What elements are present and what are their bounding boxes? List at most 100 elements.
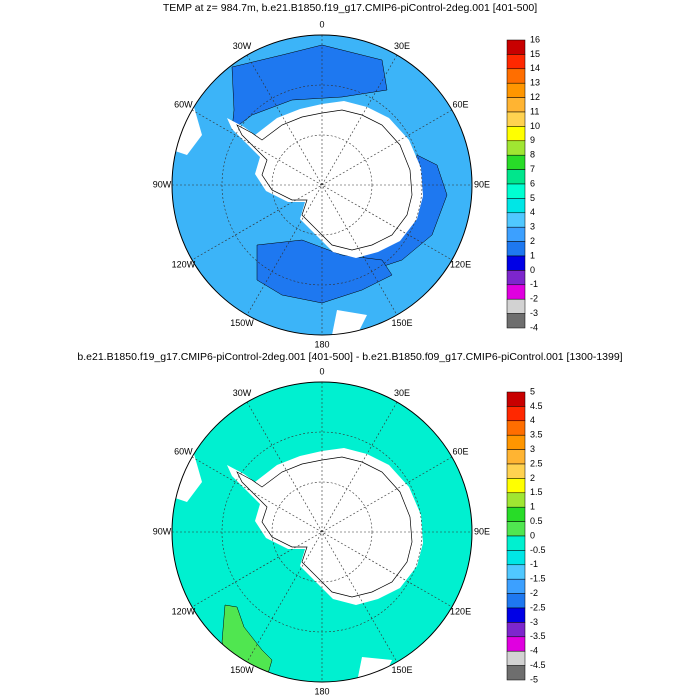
longitude-label: 120W: [172, 606, 196, 616]
longitude-label: 30W: [233, 41, 252, 51]
colorbar-box: [506, 241, 526, 257]
colorbar-label: 3: [530, 222, 535, 232]
longitude-label: 150W: [230, 665, 254, 675]
colorbar-box: [506, 54, 526, 70]
colorbar-box: [506, 126, 526, 142]
colorbar-label: 0: [530, 265, 535, 275]
map: [171, 34, 473, 336]
colorbar-label: -2: [530, 294, 538, 304]
map: [171, 381, 473, 683]
colorbar-box: [506, 492, 526, 508]
colorbar-label: -3: [530, 617, 538, 627]
colorbar-label: -1: [530, 279, 538, 289]
colorbar-box: [506, 154, 526, 170]
colorbar-box: [506, 313, 526, 329]
colorbar-label: 4: [530, 207, 535, 217]
colorbar-box: [506, 183, 526, 199]
colorbar-label: -2: [530, 588, 538, 598]
colorbar-box: [506, 255, 526, 271]
colorbar-box: [506, 506, 526, 522]
colorbar-box: [506, 406, 526, 422]
colorbar-label: 3: [530, 444, 535, 454]
longitude-label: 60W: [174, 99, 193, 109]
longitude-label: 90W: [153, 526, 172, 536]
colorbar-label: 15: [530, 49, 540, 59]
colorbar-label: 0: [530, 530, 535, 540]
colorbar-box: [506, 463, 526, 479]
colorbar-box: [506, 284, 526, 300]
colorbar-box: [506, 198, 526, 214]
colorbar-label: 5: [530, 193, 535, 203]
colorbar-box: [506, 564, 526, 580]
colorbar-box: [506, 578, 526, 594]
colorbar-box: [506, 636, 526, 652]
longitude-label: 90W: [153, 179, 172, 189]
colorbar-label: 3.5: [530, 430, 543, 440]
colorbar-box: [506, 521, 526, 537]
longitude-label: 30E: [394, 41, 410, 51]
colorbar-label: 16: [530, 34, 540, 44]
colorbar-box: [506, 39, 526, 55]
colorbar-label: 4.5: [530, 401, 543, 411]
colorbar-box: [506, 434, 526, 450]
longitude-label: 150W: [230, 318, 254, 328]
longitude-label: 120W: [172, 259, 196, 269]
colorbar-box: [506, 169, 526, 185]
colorbar-box: [506, 420, 526, 436]
colorbar-label: -2.5: [530, 602, 546, 612]
colorbar-box: [506, 68, 526, 84]
colorbar-label: 10: [530, 121, 540, 131]
colorbar-label: 6: [530, 178, 535, 188]
colorbar-box: [506, 212, 526, 228]
longitude-label: 180: [314, 686, 329, 696]
colorbar-label: -1: [530, 559, 538, 569]
colorbar-label: -4.5: [530, 660, 546, 670]
colorbar-box: [506, 111, 526, 127]
colorbar-label: 11: [530, 106, 539, 116]
colorbar-box: [506, 449, 526, 465]
longitude-label: 0: [319, 366, 324, 376]
colorbar-label: -4: [530, 646, 538, 656]
longitude-label: 30W: [233, 388, 252, 398]
colorbar-label: 9: [530, 135, 535, 145]
colorbar-box: [506, 226, 526, 242]
colorbar-label: 5: [530, 386, 535, 396]
colorbar-box: [506, 97, 526, 113]
colorbar-label: 12: [530, 92, 540, 102]
colorbar-label: 14: [530, 63, 540, 73]
colorbar-label: 2: [530, 236, 535, 246]
colorbar-box: [506, 270, 526, 286]
longitude-label: 120E: [450, 606, 471, 616]
colorbar-box: [506, 391, 526, 407]
longitude-label: 60E: [453, 446, 469, 456]
colorbar-label: 13: [530, 78, 540, 88]
colorbar-box: [506, 140, 526, 156]
longitude-label: 120E: [450, 259, 471, 269]
colorbar-box: [506, 298, 526, 314]
colorbar-box: [506, 607, 526, 623]
colorbar-label: 1.5: [530, 487, 543, 497]
longitude-label: 60E: [453, 99, 469, 109]
colorbar-box: [506, 478, 526, 494]
colorbar-label: 0.5: [530, 516, 543, 526]
colorbar-label: -3: [530, 308, 538, 318]
colorbar-box: [506, 82, 526, 98]
colorbar-label: 2: [530, 473, 535, 483]
colorbar-box: [506, 665, 526, 681]
longitude-label: 60W: [174, 446, 193, 456]
colorbar-label: -3.5: [530, 631, 546, 641]
colorbar-box: [506, 550, 526, 566]
colorbar-label: -4: [530, 322, 538, 332]
colorbar-label: 1: [530, 502, 535, 512]
colorbar-label: 2.5: [530, 458, 543, 468]
longitude-label: 150E: [391, 665, 412, 675]
colorbar-label: -1.5: [530, 574, 546, 584]
longitude-label: 150E: [391, 318, 412, 328]
colorbar-label: -5: [530, 674, 538, 684]
colorbar-label: 8: [530, 150, 535, 160]
colorbar-box: [506, 593, 526, 609]
colorbar-label: 1: [530, 250, 535, 260]
longitude-label: 90E: [474, 179, 490, 189]
longitude-label: 30E: [394, 388, 410, 398]
